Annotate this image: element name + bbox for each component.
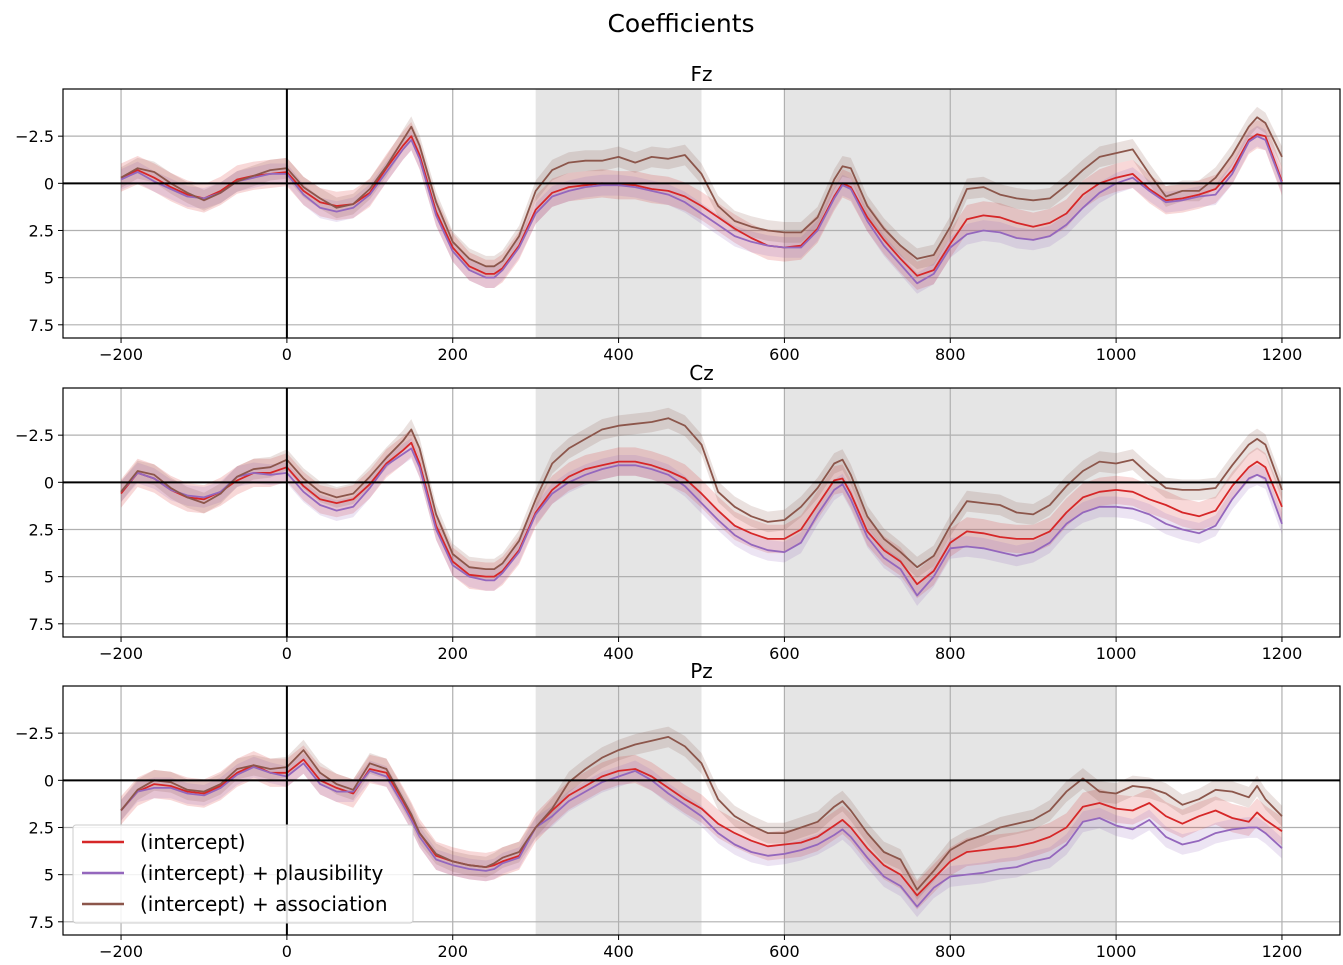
y-tick-label: 7.5 (29, 316, 54, 335)
series-line-2 (120, 447, 1283, 597)
x-tick-label: 1000 (1096, 345, 1137, 364)
y-tick-label: 5 (44, 866, 54, 885)
plot-area (120, 106, 1283, 294)
x-tick-label: 400 (603, 644, 634, 663)
confidence-band-3 (121, 106, 1282, 277)
confidence-band-2 (121, 125, 1282, 294)
panel-title: Cz (689, 361, 713, 385)
x-tick-label: 1000 (1096, 644, 1137, 663)
series-line-2 (120, 762, 1283, 908)
x-tick-label: −200 (99, 345, 143, 364)
confidence-band-3 (121, 726, 1282, 901)
legend: (intercept) (intercept) + plausibility (in… (72, 824, 414, 924)
x-tick-label: 1000 (1096, 942, 1137, 961)
panel-fz: −200 0 200 400 600 800 1000 1200 −2.5 0 2.5 5 7.5 Fz (15, 62, 1341, 364)
y-tick-label: −2.5 (15, 127, 54, 146)
y-tick-label: 2.5 (29, 520, 54, 539)
y-tick-label: 2.5 (29, 818, 54, 837)
y-tick-label: 0 (44, 771, 54, 790)
panel-cz: −200 0 200 400 600 800 1000 1200 −2.5 0 2.5 5 7.5 Cz (15, 361, 1341, 663)
x-tick-label: 1200 (1262, 644, 1303, 663)
y-tick-label: 5 (44, 568, 54, 587)
plot-area (120, 726, 1283, 918)
y-tick-label: −2.5 (15, 426, 54, 445)
axes-frame (62, 685, 1341, 936)
x-tick-label: 200 (437, 345, 468, 364)
y-tick-label: 0 (44, 174, 54, 193)
confidence-band-1 (121, 745, 1282, 910)
x-tick-label: −200 (99, 942, 143, 961)
x-tick-label: 400 (603, 942, 634, 961)
x-tick-label: 600 (769, 345, 800, 364)
x-tick-label: 600 (769, 942, 800, 961)
legend-label: (intercept) + association (140, 892, 388, 916)
panel-title: Pz (690, 659, 713, 683)
series-line-1 (120, 133, 1283, 277)
y-tick-label: 2.5 (29, 221, 54, 240)
x-tick-label: 800 (935, 345, 966, 364)
y-tick-label: 7.5 (29, 913, 54, 932)
x-tick-label: 0 (282, 345, 292, 364)
x-tick-label: 800 (935, 942, 966, 961)
legend-label: (intercept) + plausibility (140, 861, 383, 885)
series-line-3 (120, 736, 1283, 891)
series-line-3 (120, 417, 1283, 570)
y-tick-label: 7.5 (29, 615, 54, 634)
x-tick-label: 1200 (1262, 942, 1303, 961)
x-tick-label: 0 (282, 644, 292, 663)
series-line-2 (120, 135, 1283, 285)
y-tick-label: −2.5 (15, 724, 54, 743)
series-line-1 (120, 758, 1283, 897)
legend-label: (intercept) (140, 830, 246, 854)
x-tick-label: 200 (437, 942, 468, 961)
series-line-3 (120, 116, 1283, 268)
y-tick-label: 5 (44, 269, 54, 288)
panel-title: Fz (690, 62, 712, 86)
panels: −200 0 200 400 600 800 1000 1200−2.502.557.5Fz−… (15, 62, 1341, 961)
x-tick-label: −200 (99, 644, 143, 663)
legend-box (72, 824, 414, 924)
x-tick-label: 1200 (1262, 345, 1303, 364)
x-tick-label: 0 (282, 942, 292, 961)
y-tick-label: 0 (44, 473, 54, 492)
x-tick-label: 800 (935, 644, 966, 663)
confidence-band-2 (121, 753, 1282, 918)
x-tick-label: 600 (769, 644, 800, 663)
x-tick-label: 400 (603, 345, 634, 364)
plot-area (120, 407, 1283, 606)
series-line-1 (120, 441, 1283, 586)
axes-frame (62, 88, 1341, 339)
figure-title: Coefficients (607, 9, 754, 38)
axes-frame (62, 387, 1341, 638)
x-tick-label: 200 (437, 644, 468, 663)
panel-pz: −200 0 200 400 600 800 1000 1200 −2.5 0 2.5 5 7.5 Pz (15, 659, 1341, 961)
